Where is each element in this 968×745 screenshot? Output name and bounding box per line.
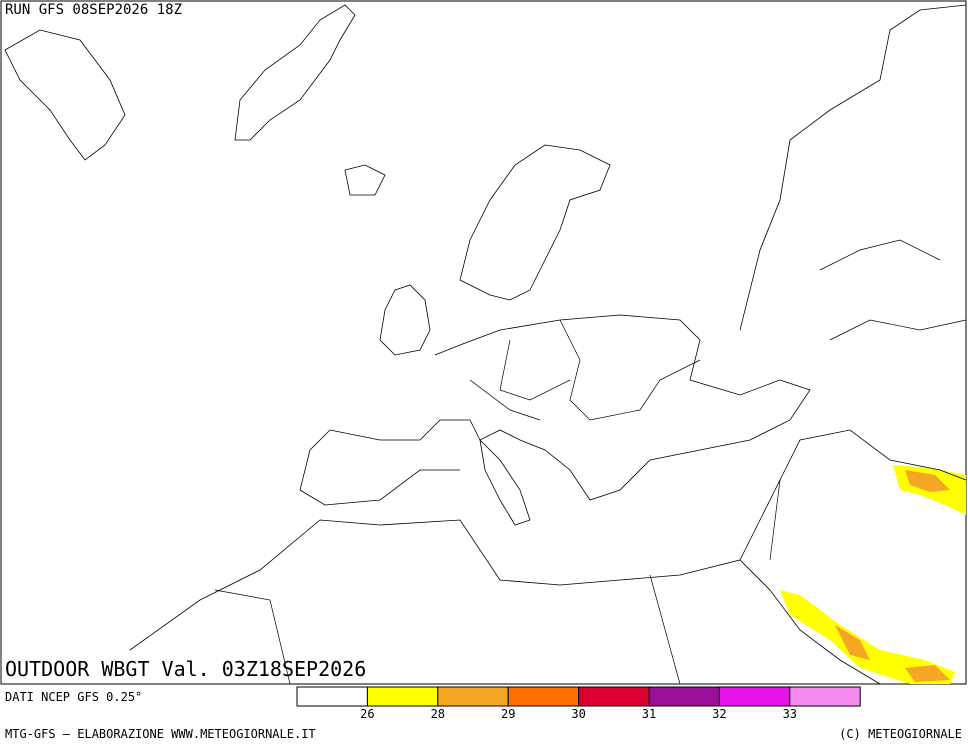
legend-swatch: [296, 686, 368, 707]
legend-swatch: [648, 686, 720, 707]
run-label: RUN GFS 08SEP2026 18Z: [5, 2, 182, 18]
legend-swatch: [437, 686, 509, 707]
coastline: [739, 429, 967, 561]
legend-swatch: [718, 686, 791, 707]
coastline: [379, 284, 431, 356]
footer-right: (C) METEOGIORNALE: [839, 727, 962, 741]
legend-tick-label: 29: [501, 707, 515, 721]
legend-tick-label: 31: [642, 707, 656, 721]
coastline: [234, 4, 356, 141]
heat-area: [905, 470, 950, 492]
heat-area: [905, 665, 950, 682]
coastline: [344, 164, 386, 196]
legend-swatch: [366, 686, 439, 707]
map-title: OUTDOOR WBGT Val. 03Z18SEP2026: [5, 657, 366, 681]
coastline: [479, 438, 531, 526]
border: [214, 239, 967, 685]
color-legend: 26 28 29 30 31 32 33: [296, 686, 861, 721]
coastline: [4, 29, 126, 161]
coastline: [739, 4, 967, 331]
coastline: [129, 519, 881, 685]
coastline: [459, 144, 611, 301]
heat-area: [835, 625, 870, 660]
legend-swatch: [507, 686, 580, 707]
legend-tick-label: 30: [571, 707, 585, 721]
footer-left: MTG-GFS — ELABORAZIONE WWW.METEOGIORNALE…: [5, 727, 316, 741]
legend-tick-label: 28: [431, 707, 445, 721]
legend-tick-label: 32: [712, 707, 726, 721]
coastline: [299, 314, 811, 506]
legend-swatch: [789, 686, 861, 707]
heat-area: [780, 590, 955, 684]
map: [0, 0, 967, 685]
source-label: DATI NCEP GFS 0.25°: [5, 690, 142, 704]
legend-swatch: [578, 686, 650, 707]
legend-tick-label: 26: [360, 707, 374, 721]
legend-tick-label: 33: [783, 707, 797, 721]
map-frame: [0, 0, 967, 685]
